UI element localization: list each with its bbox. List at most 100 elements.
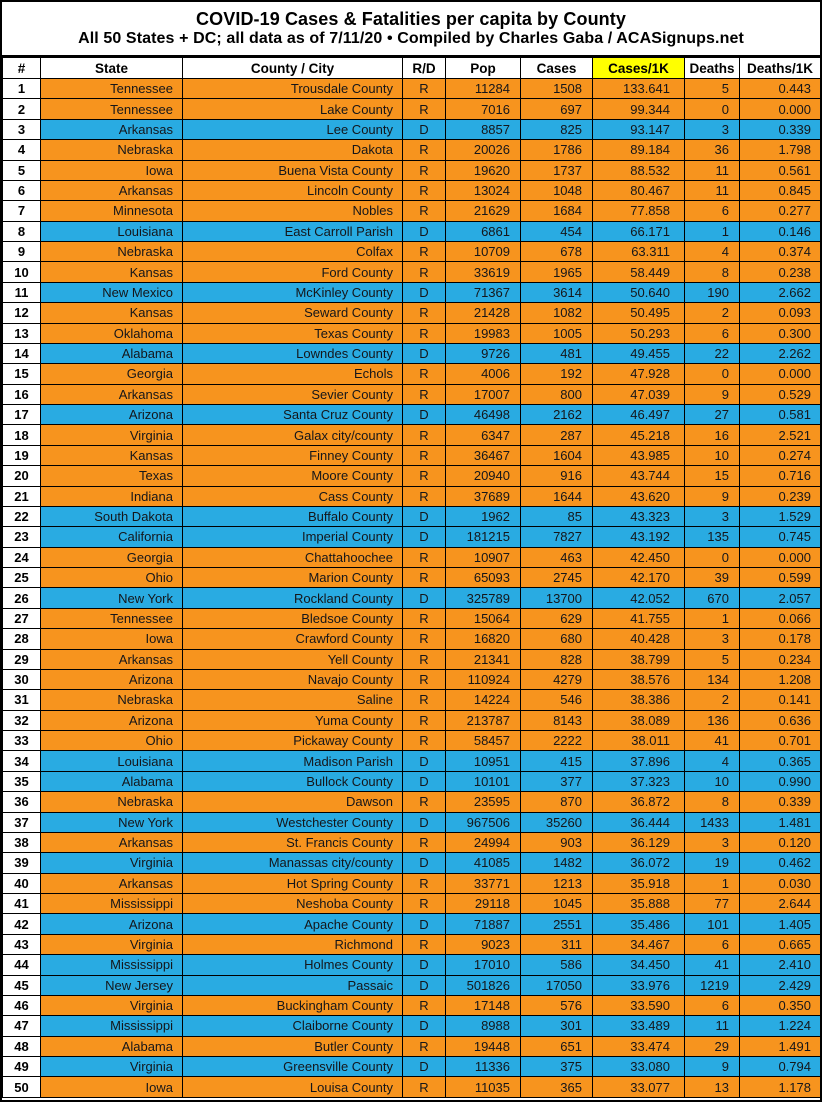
table-row: 50 Iowa Louisa County R 11035 365 33.077 13 1.17…: [2, 1076, 820, 1098]
cell-county: Santa Cruz County: [182, 403, 403, 426]
cell-cases-per-1k: 35.918: [592, 872, 685, 895]
cell-deaths-per-1k: 0.239: [739, 485, 820, 507]
cell-cases: 586: [520, 954, 593, 976]
cell-pop: 19983: [445, 322, 521, 344]
cell-party: R: [402, 872, 446, 895]
cell-party: R: [402, 628, 446, 650]
cell-county: Bullock County: [182, 770, 403, 793]
cell-deaths-per-1k: 2.429: [739, 974, 820, 996]
cell-county: Richmond: [182, 933, 403, 956]
cell-county: Rockland County: [182, 587, 403, 609]
cell-party: D: [402, 954, 446, 976]
cell-rank: 48: [2, 1035, 41, 1058]
cell-deaths-per-1k: 0.990: [739, 770, 820, 793]
cell-party: R: [402, 791, 446, 813]
cell-cases-per-1k: 33.077: [592, 1076, 685, 1098]
cell-cases: 365: [520, 1076, 593, 1098]
cell-deaths: 6: [684, 322, 740, 344]
cell-deaths: 3: [684, 505, 740, 528]
cell-county: Colfax: [182, 240, 403, 263]
cell-pop: 213787: [445, 709, 521, 732]
cell-deaths: 41: [684, 729, 740, 752]
cell-cases: 903: [520, 831, 593, 854]
cell-deaths-per-1k: 2.521: [739, 424, 820, 446]
cell-deaths-per-1k: 0.350: [739, 994, 820, 1017]
cell-pop: 21428: [445, 302, 521, 324]
cell-cases-per-1k: 63.311: [592, 240, 685, 263]
cell-state: Virginia: [40, 994, 183, 1017]
table-row: 5 Iowa Buena Vista County R 19620 1737 88.532 1…: [2, 159, 820, 181]
cell-deaths: 10: [684, 444, 740, 467]
cell-cases: 1644: [520, 485, 593, 507]
cell-deaths-per-1k: 0.030: [739, 872, 820, 895]
cell-cases: 2551: [520, 913, 593, 935]
table-row: 21 Indiana Cass County R 37689 1644 43.620 9 0.2…: [2, 485, 820, 507]
cell-deaths-per-1k: 1.529: [739, 505, 820, 528]
cell-rank: 45: [2, 974, 41, 996]
cell-deaths-per-1k: 0.300: [739, 322, 820, 344]
cell-deaths-per-1k: 2.662: [739, 281, 820, 304]
cell-deaths-per-1k: 2.262: [739, 342, 820, 365]
table-row: 40 Arkansas Hot Spring County R 33771 1213 35.…: [2, 872, 820, 895]
cell-deaths: 135: [684, 526, 740, 548]
cell-deaths-per-1k: 0.636: [739, 709, 820, 732]
cell-state: Virginia: [40, 1055, 183, 1078]
table-row: 11 New Mexico McKinley County D 71367 3614 50.…: [2, 281, 820, 304]
cell-state: California: [40, 526, 183, 548]
cell-state: Ohio: [40, 729, 183, 752]
cell-pop: 58457: [445, 729, 521, 752]
cell-cases-per-1k: 34.450: [592, 954, 685, 976]
cell-cases-per-1k: 89.184: [592, 139, 685, 161]
cell-party: R: [402, 1076, 446, 1098]
cell-cases: 576: [520, 994, 593, 1017]
cell-state: Tennessee: [40, 607, 183, 630]
cell-cases-per-1k: 37.323: [592, 770, 685, 793]
cell-cases: 680: [520, 628, 593, 650]
cell-party: R: [402, 179, 446, 202]
table-row: 6 Arkansas Lincoln County R 13024 1048 80.467 1…: [2, 179, 820, 202]
cell-state: Arkansas: [40, 118, 183, 141]
cell-cases: 1737: [520, 159, 593, 181]
cell-rank: 4: [2, 139, 41, 161]
cell-deaths: 1219: [684, 974, 740, 996]
title-block: COVID-19 Cases & Fatalities per capita b…: [2, 2, 820, 57]
cell-county: Buckingham County: [182, 994, 403, 1017]
cell-cases: 651: [520, 1035, 593, 1058]
cell-deaths: 3: [684, 831, 740, 854]
cell-state: Oklahoma: [40, 322, 183, 344]
cell-party: R: [402, 444, 446, 467]
cell-cases-per-1k: 47.928: [592, 363, 685, 385]
page-title: COVID-19 Cases & Fatalities per capita b…: [196, 9, 626, 29]
table-row: 22 South Dakota Buffalo County D 1962 85 43.32…: [2, 505, 820, 528]
cell-cases: 546: [520, 689, 593, 711]
cell-county: Buena Vista County: [182, 159, 403, 181]
cell-rank: 43: [2, 933, 41, 956]
cell-county: Apache County: [182, 913, 403, 935]
cell-deaths: 39: [684, 566, 740, 589]
data-table: # State County / City R/D Pop Cases Case…: [2, 57, 820, 1098]
cell-state: South Dakota: [40, 505, 183, 528]
cell-deaths-per-1k: 0.745: [739, 526, 820, 548]
cell-cases: 192: [520, 363, 593, 385]
cell-cases: 3614: [520, 281, 593, 304]
table-row: 19 Kansas Finney County R 36467 1604 43.985 10 0…: [2, 444, 820, 467]
cell-cases-per-1k: 88.532: [592, 159, 685, 181]
cell-deaths: 9: [684, 485, 740, 507]
cell-cases: 2162: [520, 403, 593, 426]
cell-deaths-per-1k: 0.178: [739, 628, 820, 650]
cell-party: D: [402, 281, 446, 304]
cell-party: R: [402, 689, 446, 711]
cell-cases-per-1k: 50.640: [592, 281, 685, 304]
cell-deaths-per-1k: 1.224: [739, 1015, 820, 1037]
cell-county: Cass County: [182, 485, 403, 507]
cell-pop: 20940: [445, 465, 521, 487]
cell-state: New Jersey: [40, 974, 183, 996]
table-row: 26 New York Rockland County D 325789 13700 42.…: [2, 587, 820, 609]
cell-cases: 1005: [520, 322, 593, 344]
cell-party: D: [402, 1015, 446, 1037]
cell-state: Kansas: [40, 444, 183, 467]
cell-cases-per-1k: 133.641: [592, 77, 685, 100]
cell-county: Pickaway County: [182, 729, 403, 752]
cell-party: R: [402, 240, 446, 263]
cell-cases: 916: [520, 465, 593, 487]
